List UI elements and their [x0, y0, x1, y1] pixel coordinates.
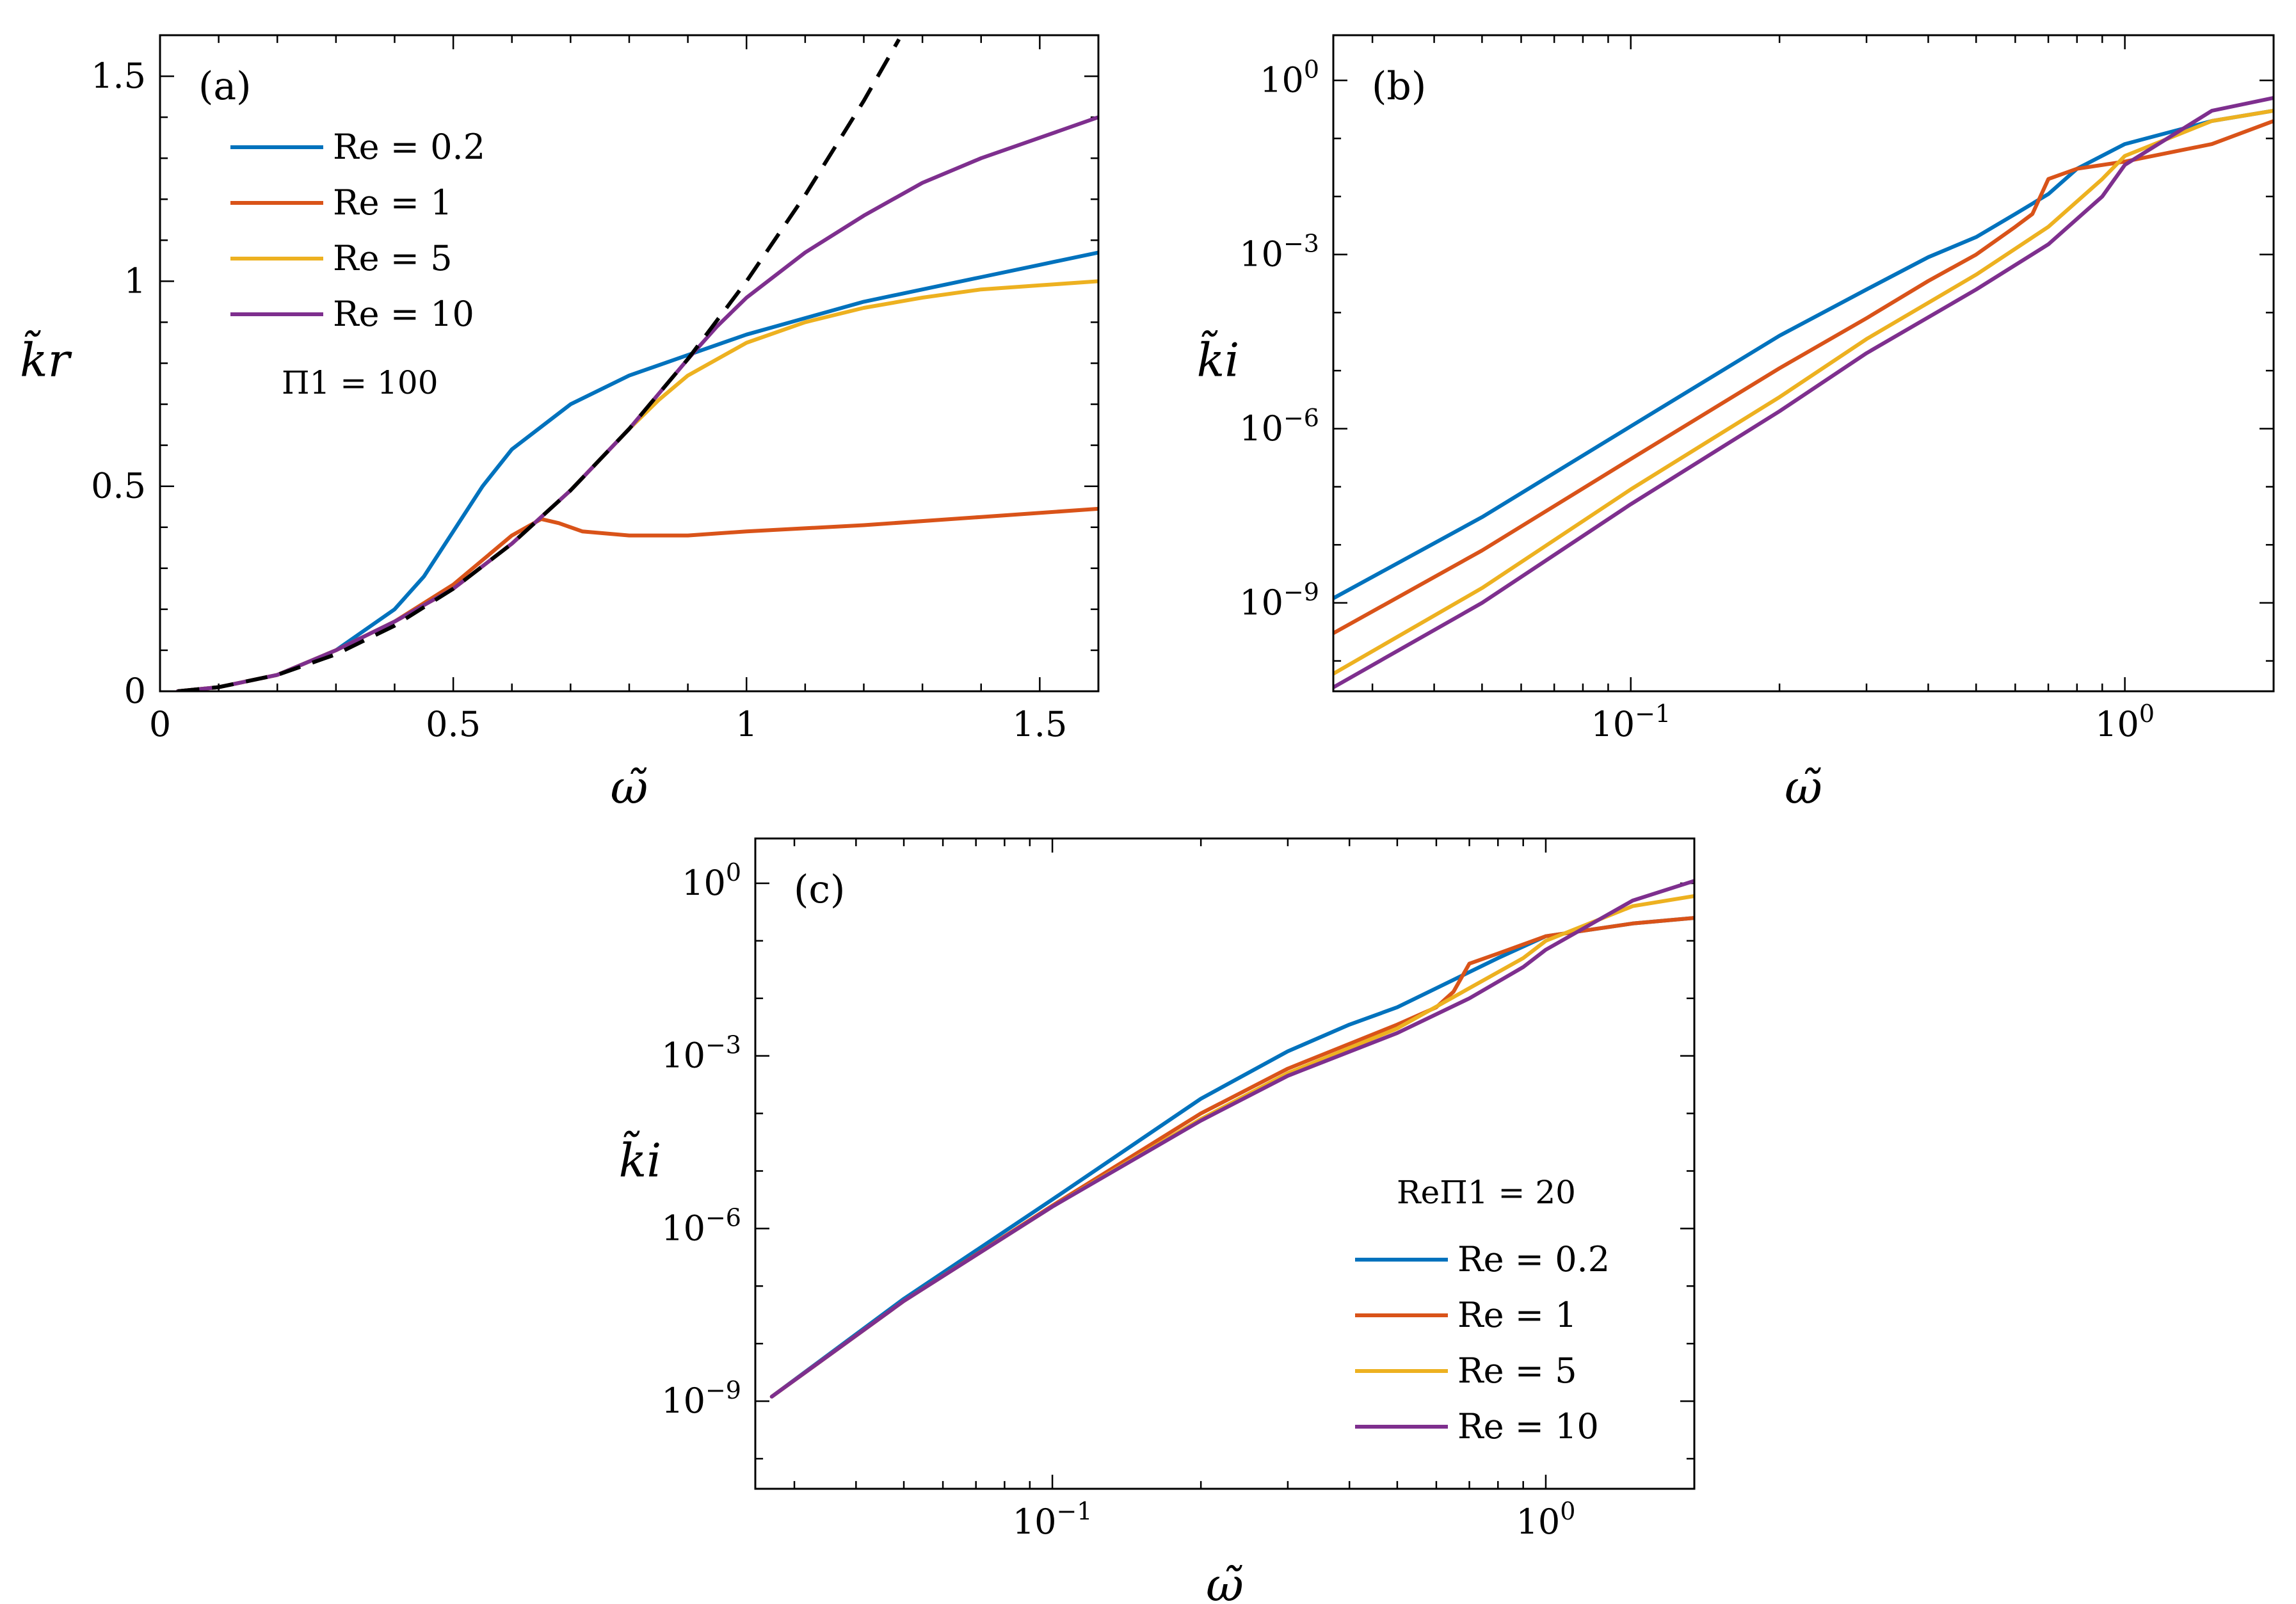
- y-axis-label: k̃i: [1197, 330, 1240, 387]
- panel-a-series: [175, 38, 1098, 691]
- legend-label: Re = 1: [1457, 1295, 1577, 1335]
- y-tick-label: 10−3: [1239, 230, 1319, 275]
- panel-label: (c): [794, 867, 845, 912]
- legend-label: Re = 0.2: [333, 127, 485, 167]
- legend-label: Re = 10: [333, 294, 474, 334]
- x-axis-label: ω̃: [1785, 760, 1822, 814]
- panel-label: (b): [1372, 64, 1426, 109]
- y-tick-label: 0: [124, 671, 146, 711]
- x-tick-label: 1.5: [1012, 704, 1067, 744]
- annotation: Π1 = 100: [282, 364, 438, 401]
- y-tick-label: 10−9: [661, 1376, 741, 1421]
- x-tick-label: 100: [1516, 1497, 1575, 1542]
- x-tick-label: 10−1: [1013, 1497, 1093, 1542]
- series-line-re-5: [1333, 109, 2274, 676]
- panel-a-ticks: [159, 34, 1100, 693]
- panel-b-ticks: [1333, 35, 2275, 691]
- x-tick-label: 0.5: [426, 704, 481, 744]
- series-line-re-10: [1333, 95, 2274, 689]
- y-axis-label: k̃i: [619, 1130, 662, 1187]
- legend-label: Re = 1: [333, 182, 453, 223]
- legend-label: Re = 5: [333, 238, 453, 278]
- panel-b-series: [1333, 95, 2274, 689]
- x-tick-label: 1: [735, 704, 757, 744]
- legend: Re = 0.2 Re = 1 Re = 5 Re = 10: [230, 127, 485, 334]
- legend-label: Re = 10: [1457, 1406, 1599, 1447]
- y-tick-label: 10−9: [1239, 578, 1319, 623]
- panel-c-ticks: [755, 838, 1696, 1489]
- annotation: ReΠ1 = 20: [1397, 1174, 1576, 1211]
- legend: Re = 0.2 Re = 1 Re = 5 Re = 10: [1355, 1239, 1610, 1447]
- y-tick-label: 10−3: [661, 1031, 741, 1076]
- x-tick-label: 100: [2095, 700, 2155, 744]
- x-axis-label: ω̃: [611, 760, 648, 814]
- legend-label: Re = 5: [1457, 1351, 1577, 1391]
- series-line-re-1: [175, 506, 1098, 691]
- panel-a: 0 0.5 1 1.500.511.5 (a)ω̃k̃rRe = 0.2Re = 1Re…: [20, 34, 1100, 814]
- panel-label: (a): [198, 64, 252, 109]
- y-tick-label: 1: [124, 261, 146, 301]
- series-line-re-10: [769, 879, 1694, 1399]
- x-tick-label: 10−1: [1591, 700, 1671, 744]
- y-tick-label: 10−6: [661, 1203, 741, 1248]
- y-tick-label: 0.5: [91, 466, 146, 506]
- series-line-asymptote: [177, 38, 901, 691]
- y-axis-label: k̃r: [20, 330, 72, 387]
- panel-b: 10−1 100 10−9 10−6 10−3 100 (b) ω̃ k̃i: [1197, 34, 2275, 814]
- x-tick-label: 0: [149, 704, 171, 744]
- axes-frame: [159, 34, 1100, 693]
- series-line-re-5: [175, 279, 1098, 691]
- axes-frame: [754, 837, 1696, 1490]
- y-tick-label: 100: [682, 858, 741, 903]
- series-line-re-0-2: [175, 250, 1098, 691]
- legend-label: Re = 0.2: [1457, 1239, 1610, 1279]
- y-tick-label: 10−6: [1239, 404, 1319, 449]
- series-line-re-1: [1333, 119, 2274, 636]
- y-tick-label: 1.5: [91, 56, 146, 96]
- series-line-re-0-2: [1333, 109, 2274, 600]
- panel-c-series: [769, 879, 1694, 1399]
- y-tick-label: 100: [1260, 56, 1319, 100]
- x-axis-label: ω̃: [1206, 1558, 1244, 1604]
- axes-frame: [1332, 34, 2275, 693]
- series-line-re-10: [175, 115, 1098, 691]
